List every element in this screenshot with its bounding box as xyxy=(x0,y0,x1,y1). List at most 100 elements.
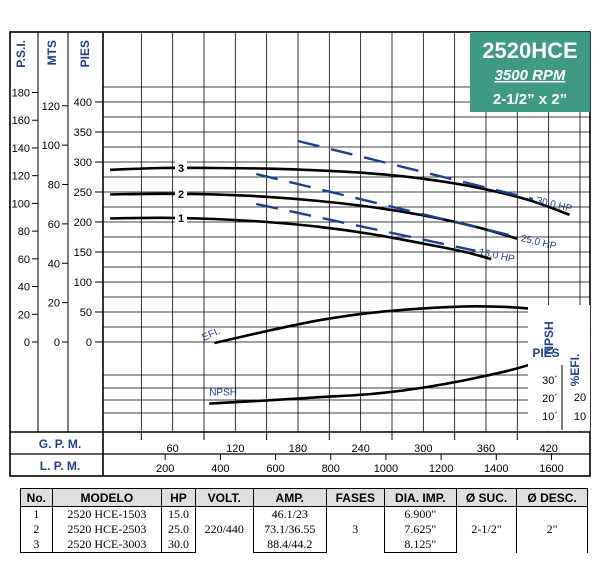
ft-tick: 300 xyxy=(74,157,92,169)
psi-tick: 100 xyxy=(12,198,30,210)
psi-tick: 80 xyxy=(18,226,30,238)
ft-tick: 400 xyxy=(74,97,92,109)
badge-rpm: 3500 RPM xyxy=(495,67,566,84)
psi-tick: 20 xyxy=(18,309,30,321)
head-curve-1 xyxy=(109,216,492,261)
ft-axis-title: PIES xyxy=(78,40,92,67)
table-header-cell: FASES xyxy=(325,488,385,507)
spec-table: No. MODELO HP VOLT. AMP. FASES DIA. IMP. Ø SUC.… xyxy=(20,488,588,553)
efficiency-tick: 10 xyxy=(574,411,586,423)
cell-suc: 2-1/2" xyxy=(455,506,518,553)
ft-tick: 200 xyxy=(74,217,92,229)
mts-axis-title: MTS xyxy=(45,40,59,65)
psi-tick: 120 xyxy=(12,171,30,183)
npsh-tick: 20´ xyxy=(542,393,558,405)
curve-label-bg-2 xyxy=(175,186,188,200)
gpm-tick: 420 xyxy=(539,443,557,455)
gpm-tick: 120 xyxy=(226,443,244,455)
table-header-cell: Ø SUC. xyxy=(455,488,518,507)
cell-no: 3 xyxy=(20,537,53,553)
gpm-tick: 180 xyxy=(289,443,307,455)
lpm-tick: 200 xyxy=(156,463,174,475)
cell-modelo: 2520 HCE-3003 xyxy=(51,537,163,553)
cell-amp: 88.4/44.2 xyxy=(252,537,327,553)
head-curve-3 xyxy=(109,166,570,217)
gpm-tick: 240 xyxy=(351,443,369,455)
psi-tick: 60 xyxy=(18,254,30,266)
gpm-axis-label: G. P. M. xyxy=(39,437,81,451)
lpm-tick: 400 xyxy=(211,463,229,475)
gpm-tick: 360 xyxy=(477,443,495,455)
cell-no: 2 xyxy=(20,522,53,537)
ft-tick: 150 xyxy=(74,247,92,259)
model-badge: 2520HCE 3500 RPM 2-1/2” x 2” xyxy=(470,32,590,112)
lpm-tick: 1000 xyxy=(374,463,398,475)
table-body: 1 2520 HCE-1503 15.0 220/440 46.1/23 3 6.900" 2… xyxy=(20,506,588,553)
hp-line-2 xyxy=(255,172,518,239)
axis-titles: P.S.I. MTS PIES xyxy=(14,40,92,68)
hp-line-1 xyxy=(297,139,534,201)
table-header-cell: DIA. IMP. xyxy=(383,488,457,507)
hp-label-3: 15.0 HP xyxy=(478,247,516,265)
lpm-tick: 1600 xyxy=(539,463,563,475)
chart-frame xyxy=(9,31,591,477)
hp-line-3 xyxy=(255,202,476,252)
mts-tick: 60 xyxy=(48,219,60,231)
mts-tick: 120 xyxy=(42,101,60,113)
mts-tick: 80 xyxy=(48,180,60,192)
curve-label-3: 3 xyxy=(178,163,184,175)
efficiency-axis-title: %EFI. xyxy=(568,354,582,387)
psi-tick: 0 xyxy=(24,337,30,349)
cell-amp: 46.1/23 xyxy=(252,506,327,522)
pump-performance-chart: P.S.I. MTS PIES 18016014012010080604020012… xyxy=(9,31,592,477)
efficiency-tick: 20 xyxy=(574,392,586,404)
table-header-cell: HP xyxy=(161,488,196,507)
cell-modelo: 2520 HCE-1503 xyxy=(51,506,163,522)
model-badge-box xyxy=(470,32,590,112)
y-axis-ticks: 1801601401201008060402001201008060402004… xyxy=(12,88,103,349)
cell-hp: 15.0 xyxy=(161,506,196,522)
outer-frame xyxy=(9,31,591,477)
lpm-tick: 1200 xyxy=(429,463,453,475)
lpm-axis-label: L. P. M. xyxy=(40,459,80,473)
ft-tick: 250 xyxy=(74,187,92,199)
right-axes-bg xyxy=(528,305,590,431)
cell-modelo: 2520 HCE-2503 xyxy=(51,522,163,537)
table-header-cell: Ø DESC. xyxy=(516,488,588,507)
cell-hp: 25.0 xyxy=(161,522,196,537)
mts-tick: 100 xyxy=(42,140,60,152)
head-curve-2 xyxy=(109,192,518,241)
cell-dia-imp: 6.900" xyxy=(383,506,457,522)
badge-size: 2-1/2” x 2” xyxy=(493,91,567,108)
cell-volt: 220/440 xyxy=(194,506,254,553)
curve-label-1: 1 xyxy=(178,213,184,225)
lpm-tick: 600 xyxy=(266,463,284,475)
cell-no: 1 xyxy=(20,506,53,522)
cell-dia-imp: 8.125" xyxy=(383,537,457,553)
hp-label-2: 25.0 HP xyxy=(520,233,558,252)
curve-label-bg-1 xyxy=(175,210,188,224)
npsh-unit: PIES xyxy=(532,346,559,360)
mts-tick: 40 xyxy=(48,258,60,270)
ft-tick: 50 xyxy=(80,307,92,319)
curve-label-bg-3 xyxy=(175,161,188,174)
lpm-tick: 1400 xyxy=(484,463,508,475)
ft-tick: 350 xyxy=(74,127,92,139)
npsh-axis-title: NPSH xyxy=(542,321,556,354)
table-header-cell: MODELO xyxy=(51,488,163,507)
table-header-cell: VOLT. xyxy=(194,488,254,507)
cell-hp: 30.0 xyxy=(161,537,196,553)
ft-tick: 100 xyxy=(74,277,92,289)
table-header-cell: AMP. xyxy=(252,488,327,507)
cell-amp: 73.1/36.55 xyxy=(252,522,327,537)
npsh-tick: 10´ xyxy=(542,411,558,423)
table-row: 2 2520 HCE-2503 25.0 73.1/36.55 7.625" xyxy=(20,522,588,537)
psi-tick: 160 xyxy=(12,115,30,127)
mts-tick: 20 xyxy=(48,298,60,310)
curve-label-2: 2 xyxy=(178,189,184,201)
table-row: 3 2520 HCE-3003 30.0 88.4/44.2 8.125" xyxy=(20,537,588,553)
psi-tick: 40 xyxy=(18,282,30,294)
npsh-curve-label: NPSH xyxy=(209,388,237,399)
